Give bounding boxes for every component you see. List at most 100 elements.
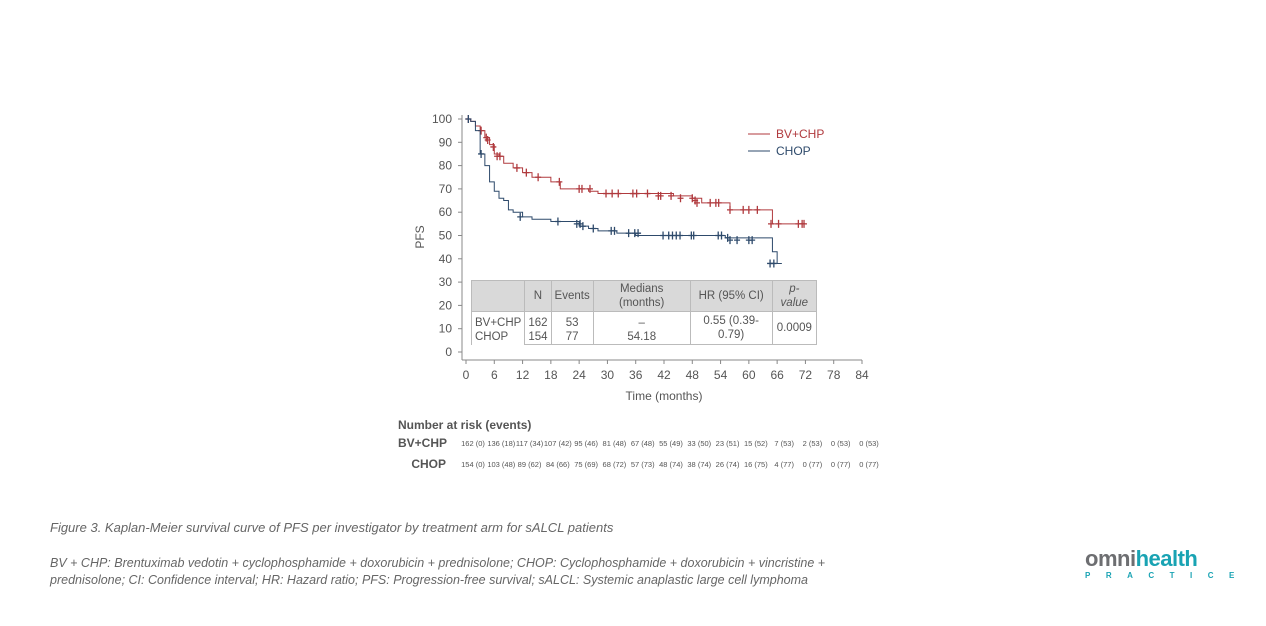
risk-cell: 0 (77) — [802, 460, 823, 469]
censor-mark — [770, 259, 777, 268]
header-arm — [470, 280, 526, 312]
censor-mark — [727, 236, 733, 245]
header-p: p-value — [771, 280, 818, 312]
risk-cell: 2 (53) — [802, 439, 823, 448]
risk-row-label: CHOP — [411, 457, 446, 471]
y-tick-label: 90 — [439, 135, 453, 149]
risk-cell: 154 (0) — [461, 460, 485, 469]
x-tick-label: 60 — [742, 368, 756, 382]
y-tick-label: 20 — [439, 298, 453, 312]
censor-mark — [611, 226, 618, 235]
risk-cell: 75 (69) — [574, 460, 599, 469]
censor-mark — [603, 189, 610, 198]
risk-cell: 48 (74) — [659, 460, 683, 469]
censor-mark — [715, 198, 722, 207]
censor-mark — [660, 231, 667, 240]
censor-mark — [775, 219, 782, 228]
risk-cell: 0 (77) — [830, 460, 851, 469]
x-tick-label: 48 — [686, 368, 700, 382]
censor-mark — [590, 224, 597, 233]
risk-cell: 4 (77) — [774, 460, 794, 469]
x-tick-label: 24 — [572, 368, 586, 382]
arm-cell: BV+CHP CHOP — [470, 311, 526, 345]
censor-mark — [633, 189, 640, 198]
censor-mark — [496, 152, 503, 161]
censor-mark — [635, 229, 642, 238]
censor-mark — [749, 236, 756, 245]
censor-mark — [465, 115, 472, 123]
censor-mark — [734, 236, 741, 245]
censor-mark — [677, 231, 684, 240]
risk-cell: 26 (74) — [715, 460, 740, 469]
y-tick-label: 100 — [432, 112, 452, 126]
censor-mark — [727, 205, 733, 214]
header-n: N — [524, 280, 552, 312]
censor-mark — [740, 205, 747, 214]
censor-mark — [768, 219, 775, 228]
y-tick-label: 70 — [439, 182, 453, 196]
censor-mark — [644, 189, 651, 198]
risk-cell: 0 (53) — [859, 439, 879, 448]
censor-mark — [579, 222, 586, 231]
x-tick-label: 0 — [463, 368, 470, 382]
x-tick-label: 36 — [629, 368, 643, 382]
censor-mark — [694, 198, 700, 207]
risk-cell: 0 (77) — [859, 460, 879, 469]
risk-cell: 55 (49) — [659, 439, 683, 448]
censor-mark — [484, 135, 491, 144]
events-cell: 53 77 — [550, 311, 594, 345]
censor-mark — [677, 194, 684, 203]
y-tick-label: 50 — [439, 229, 453, 243]
header-events: Events — [550, 280, 594, 312]
censor-mark — [554, 217, 561, 226]
x-tick-label: 42 — [657, 368, 671, 382]
y-tick-label: 80 — [439, 159, 453, 173]
x-axis-label: Time (months) — [626, 389, 703, 403]
omnihealth-logo: omnihealth PRACTICE — [1085, 546, 1250, 580]
censor-mark — [535, 173, 542, 182]
y-tick-label: 30 — [439, 275, 453, 289]
risk-cell: 33 (50) — [687, 439, 712, 448]
risk-cell: 81 (48) — [602, 439, 627, 448]
risk-cell: 136 (18) — [487, 439, 516, 448]
censor-mark — [513, 163, 520, 172]
x-tick-label: 72 — [799, 368, 813, 382]
header-hr: HR (95% CI) — [689, 280, 773, 312]
risk-cell: 103 (48) — [487, 460, 516, 469]
risk-cell: 89 (62) — [517, 460, 542, 469]
y-tick-label: 0 — [445, 345, 452, 359]
censor-mark — [707, 198, 714, 207]
y-tick-label: 60 — [439, 205, 453, 219]
risk-cell: 117 (34) — [515, 439, 544, 448]
legend-label: CHOP — [776, 144, 811, 158]
risk-row-label: BV+CHP — [398, 436, 448, 450]
risk-cell: 16 (75) — [743, 460, 768, 469]
figure-caption: Figure 3. Kaplan-Meier survival curve of… — [50, 520, 614, 535]
abbreviations-line-2: prednisolone; CI: Confidence interval; H… — [50, 573, 808, 587]
header-median: Medians (months) — [592, 280, 691, 312]
hr-cell: 0.55 (0.39-0.79) — [689, 311, 773, 345]
summary-table: N Events Medians (months) HR (95% CI) p-… — [470, 280, 818, 345]
x-tick-label: 78 — [827, 368, 841, 382]
risk-cell: 68 (72) — [602, 460, 627, 469]
p-cell: 0.0009 — [771, 311, 818, 345]
censor-mark — [668, 191, 675, 200]
median-cell: –54.18 — [592, 311, 691, 345]
censor-mark — [718, 231, 725, 240]
x-tick-label: 54 — [714, 368, 728, 382]
censor-mark — [556, 177, 563, 186]
y-tick-label: 10 — [439, 322, 453, 336]
km-chart: 0 6 12 18 24 30 36 42 48 54 60 66 72 78 84 0 10 20 30 40 50 6… — [413, 112, 869, 403]
censor-mark — [625, 229, 632, 238]
censor-mark — [490, 142, 497, 151]
x-tick-label: 12 — [516, 368, 530, 382]
risk-table: Number at risk (events) — [398, 418, 531, 432]
censor-mark — [478, 149, 485, 158]
y-tick-label: 40 — [439, 252, 453, 266]
x-tick-label: 30 — [601, 368, 615, 382]
censor-mark — [609, 189, 616, 198]
censor-mark — [657, 191, 664, 200]
x-tick-label: 84 — [855, 368, 869, 382]
series-line-chop — [466, 118, 782, 264]
censor-mark — [801, 219, 808, 228]
